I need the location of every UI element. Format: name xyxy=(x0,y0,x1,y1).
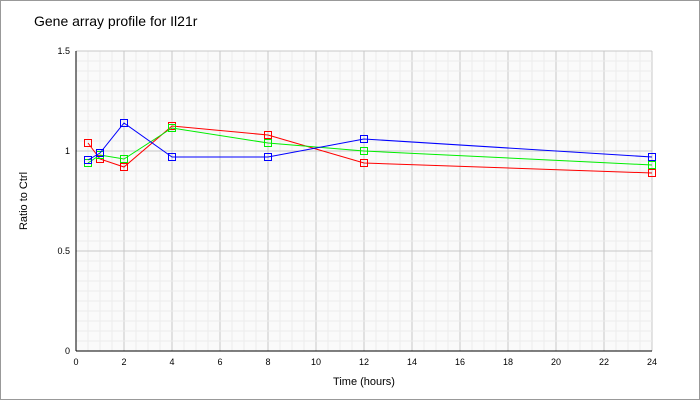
data-point-blue xyxy=(84,156,92,164)
axes xyxy=(75,51,652,352)
grid xyxy=(75,50,653,352)
data-point-blue xyxy=(96,149,104,157)
series-group xyxy=(84,119,656,177)
data-point-green xyxy=(648,161,656,169)
y-tick-label: 0.5 xyxy=(57,246,70,256)
x-tick-label: 6 xyxy=(217,357,222,367)
x-tick-label: 12 xyxy=(359,357,369,367)
y-axis-label: Ratio to Ctrl xyxy=(18,172,30,230)
series-line-blue xyxy=(87,122,653,161)
data-point-red xyxy=(120,163,128,171)
x-tick-label: 18 xyxy=(503,357,513,367)
x-tick-label: 0 xyxy=(73,357,78,367)
data-point-blue xyxy=(264,153,272,161)
data-point-green xyxy=(360,147,368,155)
series-line-green xyxy=(87,127,653,166)
x-tick-label: 8 xyxy=(265,357,270,367)
x-tick-label: 20 xyxy=(551,357,561,367)
y-tick-label: 1 xyxy=(65,146,70,156)
data-point-red xyxy=(264,131,272,139)
data-point-red xyxy=(360,159,368,167)
data-point-blue xyxy=(360,135,368,143)
data-point-red xyxy=(84,139,92,147)
data-point-green xyxy=(264,139,272,147)
y-tick-label: 0 xyxy=(65,346,70,356)
x-tick-label: 22 xyxy=(599,357,609,367)
data-point-blue xyxy=(168,153,176,161)
x-tick-label: 24 xyxy=(647,357,657,367)
x-axis-label: Time (hours) xyxy=(333,376,395,388)
x-tick-label: 14 xyxy=(407,357,417,367)
data-point-green xyxy=(120,155,128,163)
x-tick-label: 16 xyxy=(455,357,465,367)
x-tick-label: 10 xyxy=(311,357,321,367)
data-point-red xyxy=(648,169,656,177)
data-point-green xyxy=(168,124,176,132)
chart-title: Gene array profile for Il21r xyxy=(34,13,198,29)
data-point-blue xyxy=(120,119,128,127)
y-tick-label: 1.5 xyxy=(57,46,70,56)
x-tick-label: 2 xyxy=(121,357,126,367)
x-tick-label: 4 xyxy=(169,357,174,367)
data-point-blue xyxy=(648,153,656,161)
